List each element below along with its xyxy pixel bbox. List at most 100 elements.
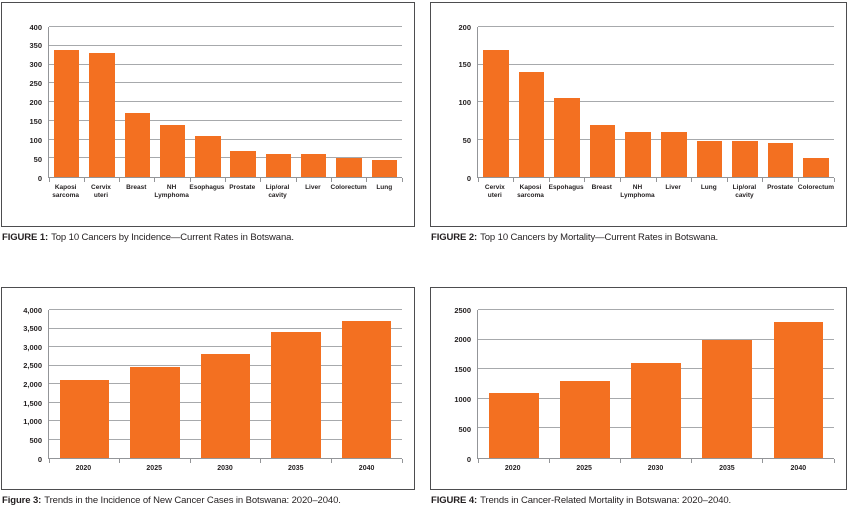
figure-2-caption-text: Top 10 Cancers by Mortality—Current Rate…	[480, 232, 719, 243]
x-axis-tick	[48, 178, 50, 182]
bar-slot	[656, 27, 692, 177]
y-axis-tick-label: 200	[29, 97, 42, 107]
gridline	[49, 346, 402, 347]
x-axis-tick	[260, 459, 262, 463]
bar-slot	[225, 27, 260, 177]
figure-2-plot-area	[477, 26, 835, 182]
figure-1-plot-row: 0 50 100 150 200 250 300 350 400	[2, 23, 414, 182]
x-axis-tick	[548, 178, 550, 182]
bar	[265, 153, 292, 177]
x-axis-category-label: Lip/oral cavity	[732, 184, 757, 200]
y-axis-tick-label: 350	[29, 41, 42, 51]
gridline	[49, 82, 402, 84]
bar	[589, 124, 616, 177]
figure-4-caption-label: FIGURE 4:	[431, 495, 478, 506]
figure-1-caption-label: FIGURE 1:	[2, 232, 49, 243]
bar	[271, 332, 321, 458]
x-axis-tick	[619, 459, 621, 463]
x-axis-category-label: Lung	[700, 184, 717, 191]
x-axis-category-label: Colorectum	[797, 184, 835, 191]
x-axis-tick	[655, 178, 657, 182]
x-axis-tick	[225, 178, 226, 182]
x-axis-tick	[154, 178, 156, 182]
y-axis-tick-label: 1,500	[23, 398, 42, 408]
y-axis-tick-label: 0	[466, 173, 471, 183]
figure-1-panel: 0 50 100 150 200 250 300 350 400 Kaposi sarcoma C…	[1, 2, 415, 243]
bar	[124, 113, 150, 177]
bar-slot	[261, 27, 296, 177]
figure-2-caption-label: FIGURE 2:	[431, 232, 478, 243]
bar	[625, 132, 651, 177]
y-axis-tick-label: 2,000	[23, 379, 42, 389]
gridline	[49, 157, 402, 159]
bar-slot	[478, 310, 549, 458]
x-axis-tick	[619, 178, 621, 182]
bar-slot	[478, 27, 514, 177]
y-axis-tick-label: 4,000	[23, 305, 42, 315]
x-axis-category-label: Liver	[305, 184, 321, 191]
bar	[482, 49, 509, 177]
bar-slot	[84, 27, 119, 177]
figure-2-panel: 0 50 100 150 200 Cervix uteri Kaposi sarcoma E…	[430, 2, 847, 243]
bar-slot	[514, 27, 550, 177]
y-axis-tick-label: 1000	[454, 394, 471, 404]
x-axis-category-label: 2040	[790, 465, 807, 472]
bar	[53, 49, 80, 177]
x-axis-tick	[691, 459, 693, 463]
x-axis-category-label: Breast	[126, 184, 147, 191]
bar	[696, 141, 723, 177]
bar	[631, 363, 681, 458]
gridline	[478, 138, 834, 140]
bar-slot	[549, 310, 620, 458]
y-axis-tick-label: 500	[458, 424, 471, 434]
x-axis-tick	[119, 459, 121, 463]
bar-slot	[367, 27, 402, 177]
figure-3-plot-area	[48, 309, 403, 463]
bar-slot	[549, 27, 585, 177]
x-axis-tick	[762, 178, 764, 182]
bar-slot	[331, 27, 366, 177]
bar	[341, 321, 392, 458]
x-axis-category-label: Kaposi sarcoma	[517, 184, 544, 200]
x-axis-category-label: Prostate	[229, 184, 256, 191]
figure-3-caption: Figure 3: Trends in the Incidence of New …	[2, 495, 415, 506]
gridline	[49, 119, 402, 121]
figure-3-plot-row: 0 500 1,000 1,500 2,000 2,500 3,000 3,500 4,000	[2, 306, 414, 463]
x-axis-tick	[833, 459, 835, 463]
x-axis-category-label: Espohagus	[548, 184, 584, 191]
x-axis-category-label: Cervix uteri	[91, 184, 111, 200]
bar	[200, 354, 251, 458]
y-axis-tick-label: 50	[33, 154, 42, 164]
figure-4-chart: 0 500 1000 1500 2000 2500 2020 2025 2030 2035 204…	[430, 287, 847, 490]
x-axis-tick	[762, 459, 764, 463]
bar-slot	[763, 310, 834, 458]
bars-container	[478, 27, 834, 177]
bar-slot	[155, 27, 190, 177]
bar	[732, 141, 758, 177]
bars-container	[49, 27, 402, 177]
bar	[130, 367, 180, 458]
x-axis-tick	[119, 178, 121, 182]
y-axis-tick-label: 1,000	[23, 417, 42, 426]
gridline	[49, 101, 402, 102]
x-axis-tick	[584, 178, 586, 182]
x-axis-category-label: 2025	[576, 465, 592, 472]
bar-slot	[49, 27, 84, 177]
figure-4-caption-text: Trends in Cancer-Related Mortality in Bo…	[480, 495, 732, 506]
bar-slot	[49, 310, 120, 458]
bar	[159, 124, 186, 177]
x-axis-tick	[548, 459, 550, 463]
gridline	[49, 44, 402, 46]
y-axis-tick-label: 150	[458, 60, 471, 69]
figure-2-plot-row: 0 50 100 150 200	[431, 23, 846, 182]
x-axis-category-label: NH Lymphoma	[620, 184, 655, 200]
gridline	[49, 327, 402, 329]
bar-slot	[620, 310, 691, 458]
figure-3-panel: 0 500 1,000 1,500 2,000 2,500 3,000 3,500 4,000 …	[1, 287, 415, 506]
bar-slot	[692, 310, 763, 458]
figure-1-caption: FIGURE 1: Top 10 Cancers by Incidence—Cur…	[2, 232, 415, 243]
y-axis-tick-label: 0	[466, 454, 471, 464]
gridline	[478, 338, 834, 340]
x-axis-tick	[401, 459, 403, 463]
x-axis-tick	[477, 459, 479, 463]
